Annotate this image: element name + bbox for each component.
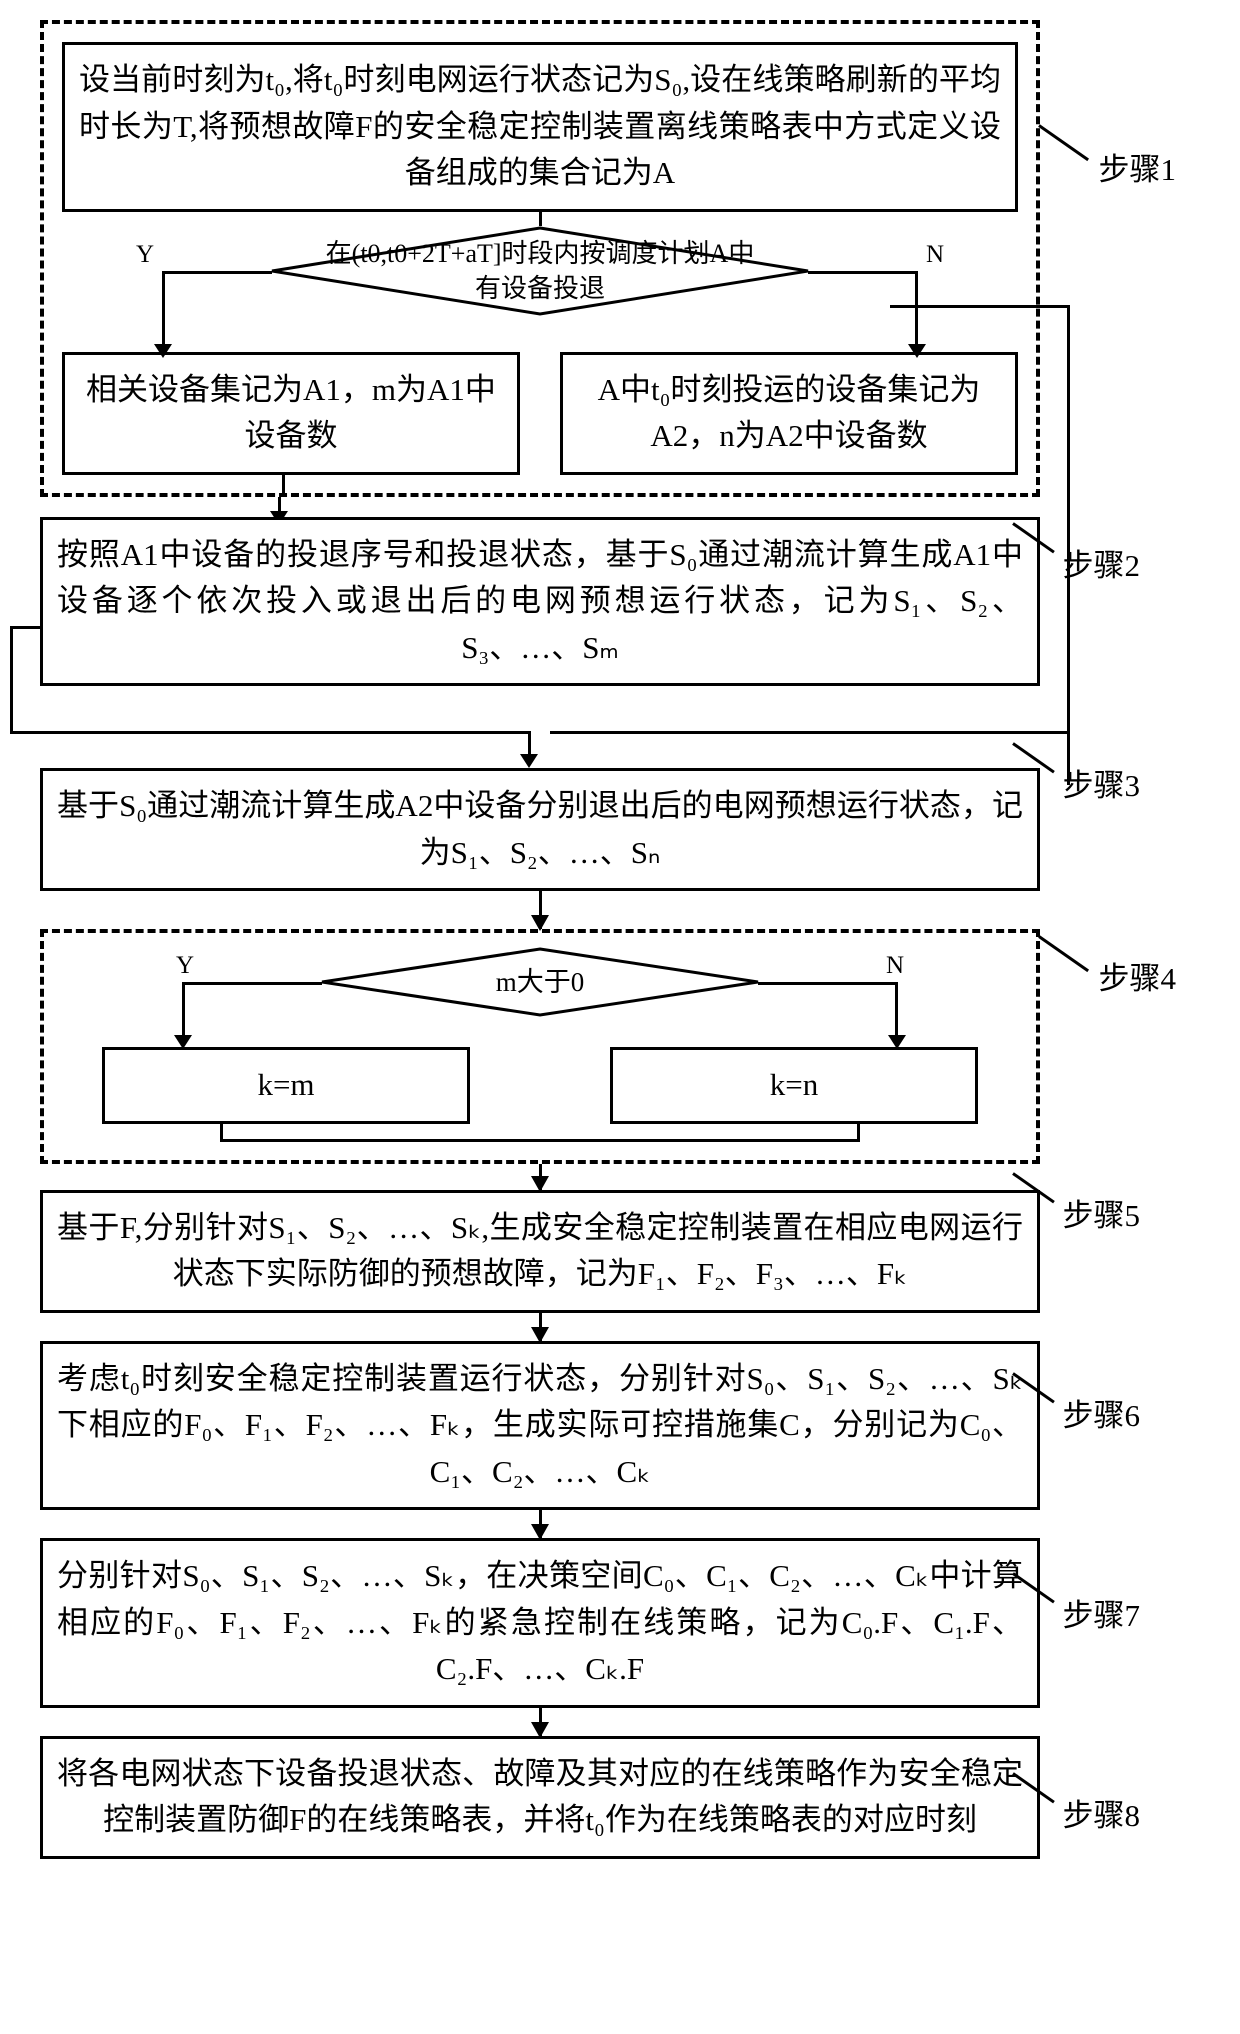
arrow-5-6 — [539, 1313, 542, 1341]
step2-label: 步骤2 — [1063, 540, 1141, 585]
step8-box: 将各电网状态下设备投退状态、故障及其对应的在线策略作为安全稳定控制装置防御F的在… — [40, 1736, 1040, 1859]
step1-label: 步骤1 — [1099, 144, 1177, 189]
step4-box-left: k=m — [102, 1047, 470, 1124]
step7-label: 步骤7 — [1063, 1590, 1141, 1635]
arrow-7-8 — [539, 1708, 542, 1736]
step4-box-right: k=n — [610, 1047, 978, 1124]
step7-box: 分别针对S₀、S₁、S₂、…、Sₖ，在决策空间C₀、C₁、C₂、…、Cₖ中计算相… — [40, 1538, 1040, 1708]
yes-label-2: Y — [176, 952, 194, 980]
step6-box: 考虑t₀时刻安全稳定控制装置运行状态，分别针对S₀、S₁、S₂、…、Sₖ下相应的… — [40, 1341, 1040, 1511]
flowchart-container: 步骤1 设当前时刻为t₀,将t₀时刻电网运行状态记为S₀,设在线策略刷新的平均时… — [40, 20, 1040, 1859]
arrow-4-5 — [539, 1164, 542, 1190]
arrow-3-4 — [539, 891, 542, 929]
step3-label: 步骤3 — [1063, 760, 1141, 805]
step5-label: 步骤5 — [1063, 1190, 1141, 1235]
no-label-1: N — [926, 241, 944, 269]
step6-label: 步骤6 — [1063, 1390, 1141, 1435]
step8-label: 步骤8 — [1063, 1790, 1141, 1835]
step4-group: 步骤4 m大于0 Y N k=m k=n — [40, 929, 1040, 1164]
yes-label-1: Y — [136, 241, 154, 269]
step1-box-right: A中t₀时刻投运的设备集记为A2，n为A2中设备数 — [560, 352, 1018, 475]
step1-box-left: 相关设备集记为A1，m为A1中设备数 — [62, 352, 520, 475]
no-label-2: N — [886, 952, 904, 980]
step5-box: 基于F,分别针对S₁、S₂、…、Sₖ,生成安全稳定控制装置在相应电网运行状态下实… — [40, 1190, 1040, 1313]
step1-group: 步骤1 设当前时刻为t₀,将t₀时刻电网运行状态记为S₀,设在线策略刷新的平均时… — [40, 20, 1040, 497]
step2-box: 按照A1中设备的投退序号和投退状态，基于S₀通过潮流计算生成A1中设备逐个依次投… — [40, 517, 1040, 687]
step3-box: 基于S₀通过潮流计算生成A2中设备分别退出后的电网预想运行状态，记为S₁、S₂、… — [40, 768, 1040, 891]
arrow-6-7 — [539, 1510, 542, 1538]
step1-box-top: 设当前时刻为t₀,将t₀时刻电网运行状态记为S₀,设在线策略刷新的平均时长为T,… — [62, 42, 1018, 212]
step4-label: 步骤4 — [1099, 953, 1177, 998]
